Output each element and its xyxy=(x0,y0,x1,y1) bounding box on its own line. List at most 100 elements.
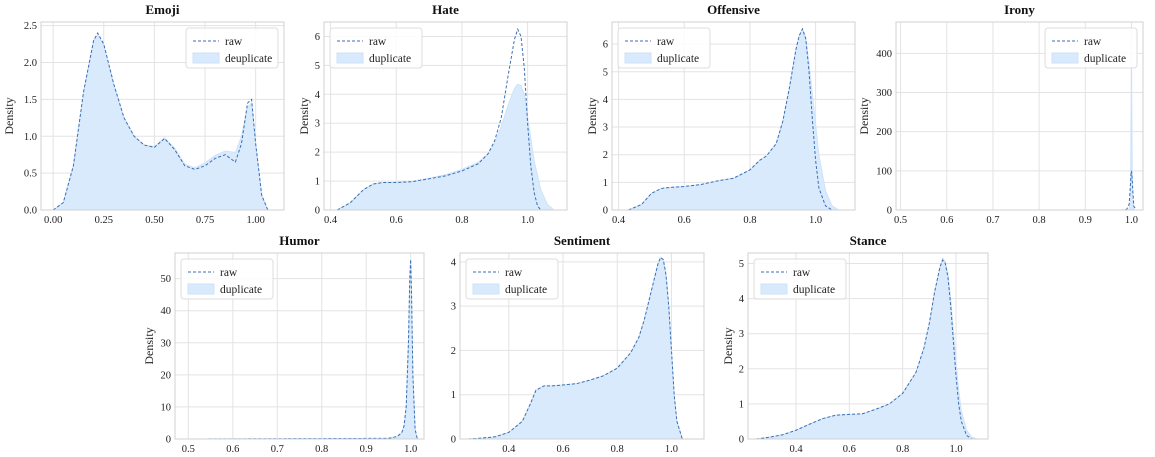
y-tick-label: 400 xyxy=(876,49,892,60)
plot-frame xyxy=(40,21,285,211)
legend-label: duplicate xyxy=(220,284,262,296)
x-tick-label: 0.9 xyxy=(360,444,373,455)
legend-label: duplicate xyxy=(793,284,835,296)
x-tick-label: 0.4 xyxy=(502,444,516,455)
panel-emoji: 0.00 0.25 0.50 0.75 1.00 0.0 0.5 1.0 1.5 2.0 2.5 Em… xyxy=(2,2,285,226)
x-tick-label: 0.6 xyxy=(556,444,569,455)
panel-stance: 0.4 0.6 0.8 1.0 0 1 2 3 4 5 Stance Density raw duplic… xyxy=(721,233,989,455)
legend-label: raw xyxy=(369,36,387,48)
chart-title: Emoji xyxy=(146,2,180,17)
plot-area xyxy=(755,257,978,439)
legend-label: raw xyxy=(220,267,238,279)
y-tick-label: 2 xyxy=(315,148,320,159)
y-tick-label: 4 xyxy=(315,90,321,101)
plot-area xyxy=(188,259,418,439)
y-tick-label: 0 xyxy=(887,206,892,217)
plot-area xyxy=(52,32,269,210)
y-tick-label: 0 xyxy=(451,435,456,446)
x-tick-label: 0.7 xyxy=(986,215,999,226)
y-tick-label: 4 xyxy=(603,95,609,106)
y-tick-label: 0 xyxy=(315,206,320,217)
legend-label: deuplicate xyxy=(225,53,272,65)
series-raw-line xyxy=(336,27,542,210)
x-tick-label: 1.0 xyxy=(949,444,962,455)
y-tick-label: 6 xyxy=(315,32,320,43)
legend-label: raw xyxy=(225,36,243,48)
x-tick-label: 0.7 xyxy=(271,444,284,455)
x-tick-label: 1.0 xyxy=(809,215,822,226)
legend: raw duplicate xyxy=(465,258,559,300)
series-raw-line xyxy=(628,27,833,210)
legend: raw deuplicate xyxy=(185,27,279,69)
legend: raw duplicate xyxy=(753,258,847,300)
legend-label: raw xyxy=(793,267,811,279)
x-tick-label: 0.50 xyxy=(145,215,163,226)
series-raw-line xyxy=(52,32,269,210)
x-tick-label: 0.8 xyxy=(896,444,909,455)
x-tick-label: 0.5 xyxy=(182,444,195,455)
y-axis-label: Density xyxy=(857,97,871,134)
legend-label: duplicate xyxy=(657,53,699,65)
plot-area xyxy=(336,27,555,210)
y-tick-label: 6 xyxy=(603,40,608,51)
y-tick-label: 3 xyxy=(315,119,320,130)
y-tick-label: 4 xyxy=(451,257,457,268)
legend-label: raw xyxy=(657,36,675,48)
x-tick-label: 0.00 xyxy=(44,215,62,226)
plot-frame xyxy=(174,252,425,440)
y-axis-label: Density xyxy=(2,97,16,134)
panel-sentiment: 0.4 0.6 0.8 1.0 0 1 2 3 4 Sentiment raw duplicate xyxy=(451,233,705,455)
y-tick-label: 3 xyxy=(739,329,744,340)
y-tick-label: 1 xyxy=(315,177,320,188)
y-tick-label: 40 xyxy=(161,306,172,317)
legend-swatch-area xyxy=(336,52,364,64)
y-tick-label: 2.5 xyxy=(24,21,37,32)
plot-frame xyxy=(895,21,1144,211)
chart-title: Irony xyxy=(1004,2,1035,17)
series-duplicate-area xyxy=(336,83,555,210)
x-tick-label: 0.6 xyxy=(678,215,691,226)
legend: raw duplicate xyxy=(1044,27,1138,69)
legend-label: duplicate xyxy=(505,284,547,296)
y-tick-label: 1 xyxy=(603,178,608,189)
plot-frame xyxy=(459,252,705,440)
y-tick-label: 1 xyxy=(739,399,744,410)
plot-area xyxy=(628,27,839,210)
y-tick-label: 300 xyxy=(876,88,892,99)
y-tick-label: 3 xyxy=(451,302,456,313)
y-tick-label: 50 xyxy=(161,274,172,285)
chart-title: Hate xyxy=(432,2,459,17)
legend: raw duplicate xyxy=(180,258,274,300)
y-tick-label: 30 xyxy=(161,338,172,349)
y-axis-label: Density xyxy=(142,327,156,364)
y-tick-label: 1 xyxy=(451,390,456,401)
y-tick-label: 0 xyxy=(603,206,608,217)
panel-irony: 0.5 0.6 0.7 0.8 0.9 1.0 0 100 200 300 400 Irony Dens… xyxy=(857,2,1144,226)
y-tick-label: 5 xyxy=(603,67,608,78)
legend-label: duplicate xyxy=(369,53,411,65)
x-tick-label: 0.5 xyxy=(894,215,907,226)
y-axis-label: Density xyxy=(297,97,311,134)
x-tick-label: 0.75 xyxy=(196,215,214,226)
x-tick-label: 0.6 xyxy=(390,215,403,226)
legend: raw duplicate xyxy=(617,27,711,69)
y-tick-label: 0.0 xyxy=(24,206,37,217)
series-raw-line xyxy=(755,258,973,439)
plot-area xyxy=(468,256,683,439)
chart-title: Stance xyxy=(850,233,887,248)
legend-label: raw xyxy=(505,267,523,279)
y-tick-label: 4 xyxy=(739,294,745,305)
y-tick-label: 0 xyxy=(739,435,744,446)
x-tick-label: 0.8 xyxy=(1033,215,1046,226)
x-tick-label: 1.0 xyxy=(521,215,534,226)
x-tick-label: 0.25 xyxy=(95,215,113,226)
legend-swatch-area xyxy=(192,52,220,64)
y-axis-label: Density xyxy=(721,327,735,364)
chart-title: Humor xyxy=(279,233,320,248)
chart-title: Sentiment xyxy=(554,233,611,248)
legend-label: duplicate xyxy=(1084,53,1126,65)
legend-swatch-area xyxy=(760,283,788,295)
x-tick-label: 0.8 xyxy=(455,215,468,226)
legend-label: raw xyxy=(1084,36,1102,48)
